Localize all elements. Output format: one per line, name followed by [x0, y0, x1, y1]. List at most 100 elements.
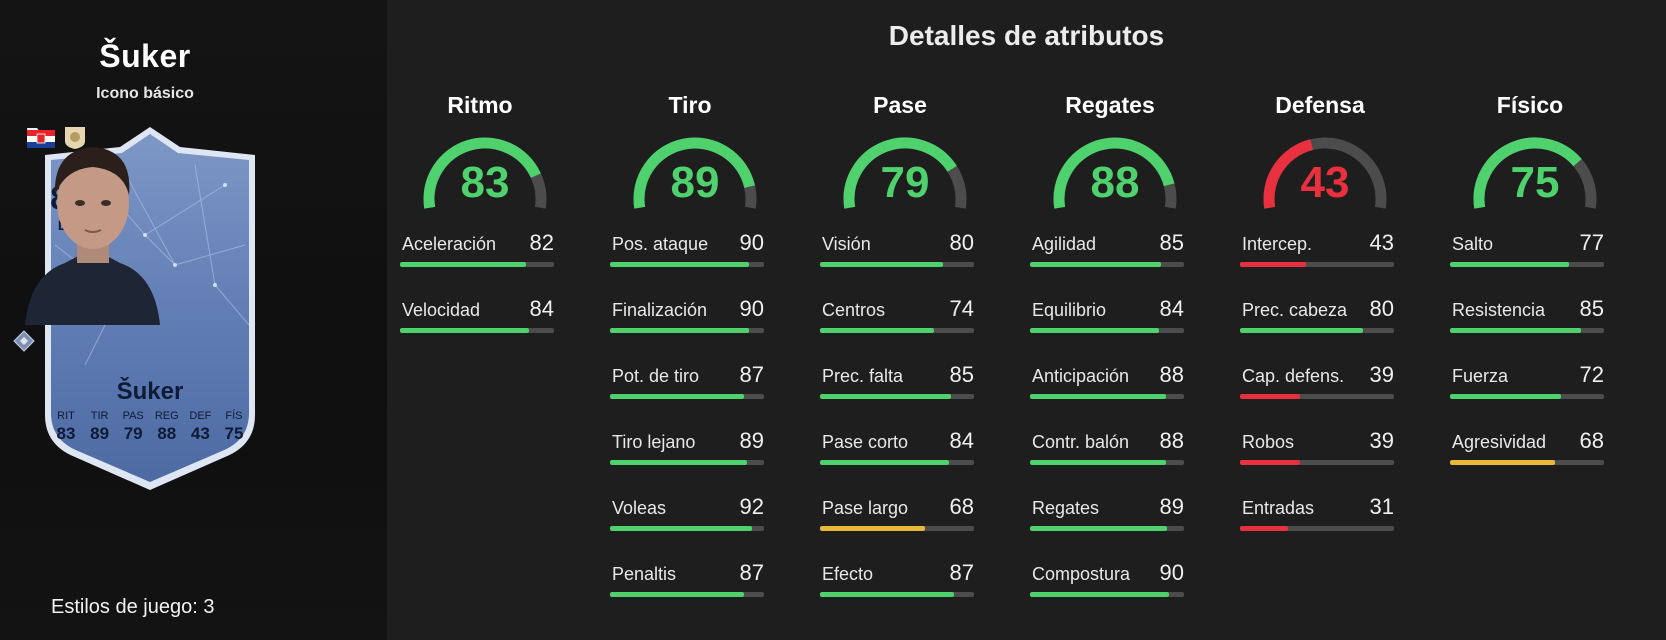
- attribute-bar-track: [1030, 394, 1184, 399]
- category-gauge: [843, 137, 967, 209]
- card-stat-value: 75: [224, 424, 244, 443]
- attribute-bar-fill: [1450, 328, 1581, 333]
- attribute-bar-track: [1030, 328, 1184, 333]
- attribute-label: Pase largo: [822, 498, 909, 518]
- panel-title: Detalles de atributos: [888, 20, 1165, 51]
- card-badges: [27, 127, 85, 149]
- attribute-bar-fill: [1030, 526, 1168, 531]
- attribute-row: Prec. cabeza 80: [1240, 296, 1400, 338]
- attribute-row: Robos 39: [1240, 428, 1400, 470]
- attribute-bar-fill: [1450, 460, 1555, 465]
- card-player-name: Šuker: [116, 378, 184, 405]
- attribute-bar-fill: [400, 262, 527, 267]
- attribute-value: 84: [949, 428, 974, 453]
- attribute-label: Agilidad: [1032, 234, 1097, 254]
- attribute-label: Agresividad: [1452, 432, 1547, 452]
- attribute-row: Agresividad 68: [1450, 428, 1610, 470]
- attribute-row: Penaltis 87: [610, 560, 770, 602]
- attribute-label: Anticipación: [1032, 366, 1130, 386]
- category-value: 79: [880, 158, 930, 207]
- attribute-row: Pos. ataque 90: [610, 230, 770, 272]
- attribute-label: Centros: [822, 300, 886, 320]
- attribute-row: Regates 89: [1030, 494, 1190, 536]
- attribute-bar-track: [1240, 394, 1394, 399]
- player-portrait: [25, 147, 160, 325]
- card-stat-label: FÍS: [225, 410, 243, 422]
- card-stat-value: 89: [90, 424, 110, 443]
- attribute-label: Aceleración: [402, 234, 497, 254]
- card-stat-label: PAS: [122, 410, 144, 422]
- attribute-row: Contr. balón 88: [1030, 428, 1190, 470]
- attribute-bar-fill: [1030, 262, 1161, 267]
- attribute-bar-track: [820, 262, 974, 267]
- attribute-label: Fuerza: [1452, 366, 1509, 386]
- attribute-row: Tiro lejano 89: [610, 428, 770, 470]
- player-panel: Šuker Icono básico: [0, 0, 387, 640]
- category-name: Defensa: [1275, 92, 1365, 118]
- gauge-fill: [1053, 137, 1175, 209]
- attribute-label: Tiro lejano: [612, 432, 696, 452]
- attribute-bar-track: [820, 526, 974, 531]
- attribute-row: Equilibrio 84: [1030, 296, 1190, 338]
- attribute-row: Visión 80: [820, 230, 980, 272]
- attribute-bar-fill: [1240, 526, 1288, 531]
- attribute-row: Compostura 90: [1030, 560, 1190, 602]
- attribute-bar-fill: [610, 262, 749, 267]
- gauge-fill: [423, 137, 541, 209]
- attribute-label: Pase corto: [822, 432, 909, 452]
- attribute-value: 77: [1579, 230, 1604, 255]
- card-stat-label: REG: [154, 410, 179, 422]
- card-stat: DEF 43: [186, 410, 214, 444]
- category-name: Tiro: [668, 92, 712, 118]
- gauge-fill: [633, 137, 755, 209]
- attribute-bar-fill: [820, 592, 954, 597]
- attribute-bar-track: [1450, 262, 1604, 267]
- attribute-row: Anticipación 88: [1030, 362, 1190, 404]
- card-stat-label: RIT: [57, 410, 75, 422]
- attribute-value: 31: [1369, 494, 1394, 519]
- icon-badge-icon: [65, 127, 85, 149]
- croatia-flag-icon: [27, 130, 55, 148]
- attribute-bar-track: [610, 592, 764, 597]
- player-name: Šuker: [99, 38, 191, 74]
- attribute-value: 90: [739, 230, 764, 255]
- player-card-type: Icono básico: [96, 85, 194, 102]
- attribute-bar-track: [1030, 460, 1184, 465]
- attribute-label: Entradas: [1242, 498, 1315, 518]
- attribute-bar-track: [610, 262, 764, 267]
- attribute-bar-fill: [610, 592, 744, 597]
- card-stat: REG 88: [153, 410, 181, 444]
- category-value: 75: [1510, 158, 1560, 207]
- card-stat: PAS 79: [119, 410, 147, 444]
- attribute-value: 72: [1579, 362, 1604, 387]
- attribute-row: Centros 74: [820, 296, 980, 338]
- card-stat-value: 83: [56, 424, 76, 443]
- attribute-bar-track: [820, 394, 974, 399]
- attribute-label: Regates: [1032, 498, 1100, 518]
- category-name: Ritmo: [447, 92, 513, 118]
- attribute-row: Cap. defens. 39: [1240, 362, 1400, 404]
- attribute-bar-track: [1450, 394, 1604, 399]
- attribute-row: Pase largo 68: [820, 494, 980, 536]
- card-stat-label: DEF: [189, 410, 212, 422]
- attribute-bar-track: [1450, 328, 1604, 333]
- attribute-value: 85: [1159, 230, 1184, 255]
- attribute-bar-fill: [610, 460, 748, 465]
- attribute-row: Fuerza 72: [1450, 362, 1610, 404]
- attribute-value: 87: [949, 560, 974, 585]
- attribute-bar-track: [1240, 526, 1394, 531]
- attribute-bar-track: [1030, 526, 1184, 531]
- category-value: 88: [1090, 158, 1140, 207]
- attribute-label: Voleas: [612, 498, 667, 518]
- attribute-bar-track: [820, 592, 974, 597]
- attribute-label: Finalización: [612, 300, 708, 320]
- card-stat: RIT 83: [52, 410, 80, 444]
- attribute-row: Pase corto 84: [820, 428, 980, 470]
- attribute-bar-fill: [820, 394, 951, 399]
- attribute-bar-fill: [820, 328, 934, 333]
- attribute-row: Entradas 31: [1240, 494, 1400, 536]
- attribute-bar-fill: [610, 394, 744, 399]
- card-stat-value: 43: [190, 424, 210, 443]
- attribute-row: Intercep. 43: [1240, 230, 1400, 272]
